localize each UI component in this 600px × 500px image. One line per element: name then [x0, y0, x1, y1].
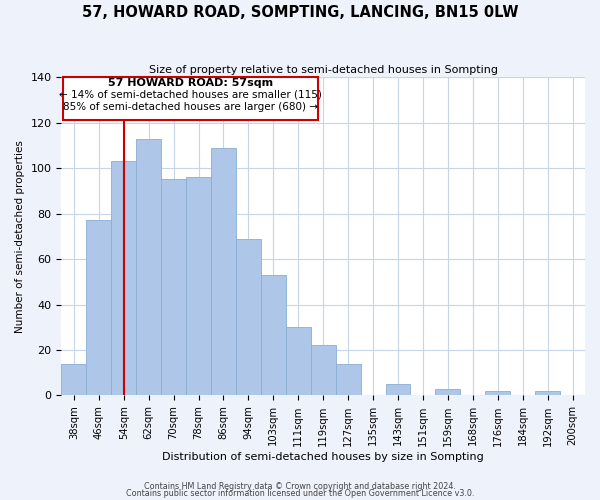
Bar [335, 364, 361, 396]
Bar [436, 388, 460, 396]
Bar [236, 238, 261, 396]
FancyBboxPatch shape [62, 77, 318, 120]
Bar [386, 384, 410, 396]
Bar [86, 220, 111, 396]
Bar [186, 177, 211, 396]
Bar [161, 180, 186, 396]
Bar [535, 391, 560, 396]
Bar [211, 148, 236, 396]
Text: ← 14% of semi-detached houses are smaller (115): ← 14% of semi-detached houses are smalle… [59, 89, 322, 99]
Text: 57 HOWARD ROAD: 57sqm: 57 HOWARD ROAD: 57sqm [108, 78, 273, 88]
Text: 85% of semi-detached houses are larger (680) →: 85% of semi-detached houses are larger (… [63, 102, 318, 112]
Title: Size of property relative to semi-detached houses in Sompting: Size of property relative to semi-detach… [149, 65, 498, 75]
Bar [485, 391, 510, 396]
Text: Contains HM Land Registry data © Crown copyright and database right 2024.: Contains HM Land Registry data © Crown c… [144, 482, 456, 491]
Text: 57, HOWARD ROAD, SOMPTING, LANCING, BN15 0LW: 57, HOWARD ROAD, SOMPTING, LANCING, BN15… [82, 5, 518, 20]
Bar [61, 364, 86, 396]
Text: Contains public sector information licensed under the Open Government Licence v3: Contains public sector information licen… [126, 490, 474, 498]
Bar [311, 346, 335, 396]
Bar [261, 275, 286, 396]
X-axis label: Distribution of semi-detached houses by size in Sompting: Distribution of semi-detached houses by … [163, 452, 484, 462]
Bar [136, 138, 161, 396]
Bar [111, 162, 136, 396]
Bar [286, 328, 311, 396]
Y-axis label: Number of semi-detached properties: Number of semi-detached properties [15, 140, 25, 333]
